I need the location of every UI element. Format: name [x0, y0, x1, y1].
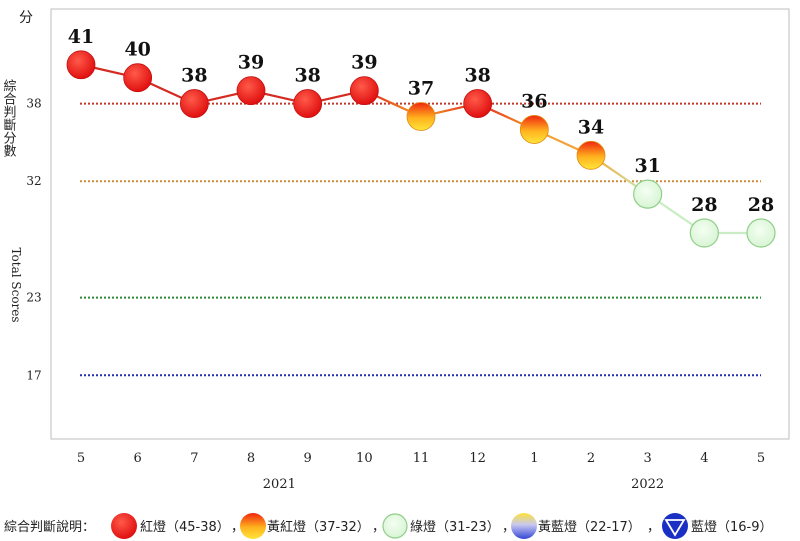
- yellow-red-light-marker: [519, 115, 549, 144]
- legend-green-light-icon: [382, 513, 408, 539]
- y-tick-label: 17: [26, 368, 41, 382]
- red-light-marker: [293, 89, 323, 118]
- x-tick-label: 6: [134, 451, 142, 466]
- data-label: 38: [181, 65, 207, 87]
- x-tick-label: 10: [356, 451, 373, 466]
- y-tick-label: 23: [26, 291, 41, 305]
- data-label: 38: [464, 65, 490, 87]
- y-unit-label: 分: [19, 10, 33, 26]
- legend-blue-light-icon: [662, 513, 688, 539]
- data-label: 38: [294, 65, 320, 87]
- plot-frame: [50, 8, 790, 440]
- data-label: 28: [691, 194, 717, 216]
- data-label: 28: [748, 194, 774, 216]
- yellow-red-light-marker: [406, 102, 436, 131]
- x-tick-label: 7: [190, 451, 198, 466]
- legend-red-light-icon: [111, 513, 137, 539]
- data-label: 37: [408, 78, 434, 100]
- y-axis-title-cn: 綜合判斷分數: [1, 79, 17, 158]
- red-light-marker: [179, 89, 209, 118]
- legend-sep-3: ，: [647, 520, 660, 535]
- red-light-marker: [463, 89, 493, 118]
- legend: 綜合判斷說明： 紅燈（45-38） ， 黃紅燈（37-32） ， 綠燈（31-2…: [4, 513, 773, 539]
- data-label: 39: [351, 52, 377, 74]
- year-label-2022: 2022: [631, 477, 664, 492]
- year-label-2021: 2021: [263, 477, 296, 492]
- x-tick-label: 3: [644, 451, 652, 466]
- x-tick-label: 1: [530, 451, 538, 466]
- data-label: 31: [634, 155, 660, 177]
- y-tick-label: 38: [26, 97, 41, 111]
- legend-item-yellow-red: 黃紅燈（37-32）: [267, 520, 370, 535]
- legend-sep-1: ，: [372, 520, 385, 535]
- green-light-marker: [633, 179, 663, 209]
- x-tick-label: 2: [587, 451, 595, 466]
- red-light-marker: [66, 50, 96, 80]
- x-tick-label: 5: [77, 451, 85, 466]
- data-label: 36: [521, 90, 547, 112]
- yellow-red-light-marker: [576, 140, 606, 170]
- red-light-marker: [123, 63, 153, 93]
- legend-title: 綜合判斷說明：: [4, 519, 95, 535]
- data-label: 39: [238, 52, 264, 74]
- green-light-marker: [689, 218, 719, 248]
- legend-item-yellow-blue: 黃藍燈（22-17）: [538, 520, 641, 535]
- x-tick-label: 4: [700, 451, 708, 466]
- legend-yellow-red-light-icon: [240, 513, 266, 539]
- legend-item-green: 綠燈（31-23）: [410, 520, 500, 535]
- y-tick-label: 32: [26, 174, 41, 188]
- y-axis-title-en: Total Scores: [9, 247, 23, 322]
- red-light-marker: [236, 76, 266, 106]
- x-tick-label: 12: [469, 451, 486, 466]
- data-label: 41: [68, 26, 94, 48]
- x-tick-label: 8: [247, 451, 255, 466]
- legend-item-blue: 藍燈（16-9）: [691, 520, 773, 535]
- legend-item-red: 紅燈（45-38）: [140, 520, 230, 535]
- red-light-marker: [349, 76, 379, 106]
- green-light-marker: [746, 218, 776, 248]
- x-tick-label: 9: [304, 451, 312, 466]
- x-tick-label: 11: [413, 451, 430, 466]
- x-tick-label: 5: [757, 451, 765, 466]
- legend-yellow-blue-light-icon: [511, 513, 537, 539]
- data-label: 40: [124, 39, 150, 61]
- data-label: 34: [578, 116, 604, 138]
